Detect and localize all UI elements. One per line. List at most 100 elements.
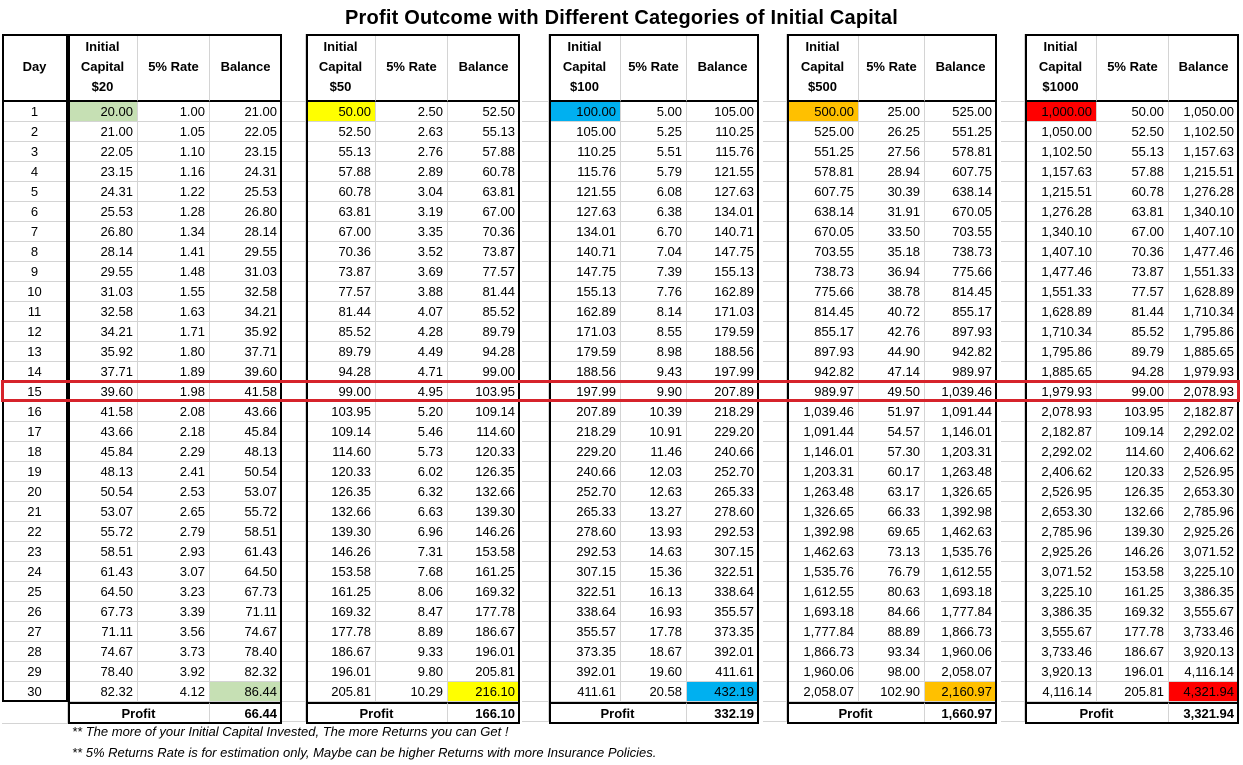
capital-cell[interactable]: 50.54: [68, 482, 138, 502]
rate-cell[interactable]: 3.88: [376, 282, 448, 302]
capital-cell[interactable]: 153.58: [306, 562, 376, 582]
empty-cell[interactable]: [1001, 302, 1025, 322]
empty-cell[interactable]: [1001, 522, 1025, 542]
capital-cell[interactable]: 39.60: [68, 382, 138, 402]
capital-cell[interactable]: 1,157.63: [1025, 162, 1097, 182]
empty-cell[interactable]: [1001, 422, 1025, 442]
day-cell[interactable]: 20: [2, 482, 68, 502]
capital-cell[interactable]: 70.36: [306, 242, 376, 262]
empty-cell[interactable]: [282, 702, 306, 722]
empty-cell[interactable]: [522, 262, 549, 282]
empty-cell[interactable]: [282, 562, 306, 582]
rate-cell[interactable]: 27.56: [859, 142, 925, 162]
capital-cell[interactable]: 132.66: [306, 502, 376, 522]
rate-cell[interactable]: 44.90: [859, 342, 925, 362]
capital-cell[interactable]: 37.71: [68, 362, 138, 382]
capital-cell[interactable]: 578.81: [787, 162, 859, 182]
rate-cell[interactable]: 57.30: [859, 442, 925, 462]
capital-cell[interactable]: 171.03: [549, 322, 621, 342]
empty-cell[interactable]: [763, 362, 787, 382]
capital-cell[interactable]: 1,102.50: [1025, 142, 1097, 162]
empty-cell[interactable]: [522, 482, 549, 502]
capital-cell[interactable]: 292.53: [549, 542, 621, 562]
balance-cell[interactable]: 67.00: [448, 202, 520, 222]
empty-cell[interactable]: [522, 422, 549, 442]
empty-cell[interactable]: [1001, 34, 1025, 102]
empty-cell[interactable]: [763, 582, 787, 602]
balance-cell[interactable]: 216.10: [448, 682, 520, 702]
balance-cell[interactable]: 78.40: [210, 642, 282, 662]
balance-cell[interactable]: 1,535.76: [925, 542, 997, 562]
capital-cell[interactable]: 1,535.76: [787, 562, 859, 582]
empty-cell[interactable]: [522, 602, 549, 622]
rate-cell[interactable]: 33.50: [859, 222, 925, 242]
day-cell[interactable]: 7: [2, 222, 68, 242]
capital-cell[interactable]: 1,340.10: [1025, 222, 1097, 242]
capital-cell[interactable]: 140.71: [549, 242, 621, 262]
capital-cell[interactable]: 58.51: [68, 542, 138, 562]
empty-cell[interactable]: [522, 202, 549, 222]
capital-cell[interactable]: 1,710.34: [1025, 322, 1097, 342]
day-cell[interactable]: 14: [2, 362, 68, 382]
day-cell[interactable]: 26: [2, 602, 68, 622]
balance-cell[interactable]: 140.71: [687, 222, 759, 242]
capital-cell[interactable]: 64.50: [68, 582, 138, 602]
balance-cell[interactable]: 897.93: [925, 322, 997, 342]
capital-cell[interactable]: 240.66: [549, 462, 621, 482]
day-cell[interactable]: 12: [2, 322, 68, 342]
rate-cell[interactable]: 5.46: [376, 422, 448, 442]
profit-label[interactable]: Profit: [306, 702, 448, 724]
balance-cell[interactable]: 307.15: [687, 542, 759, 562]
rate-cell[interactable]: 2.18: [138, 422, 210, 442]
rate-cell[interactable]: 6.02: [376, 462, 448, 482]
day-cell[interactable]: 13: [2, 342, 68, 362]
capital-cell[interactable]: 169.32: [306, 602, 376, 622]
capital-cell[interactable]: 32.58: [68, 302, 138, 322]
capital-cell[interactable]: 1,693.18: [787, 602, 859, 622]
balance-cell[interactable]: 81.44: [448, 282, 520, 302]
empty-cell[interactable]: [282, 662, 306, 682]
empty-cell[interactable]: [763, 202, 787, 222]
balance-cell[interactable]: 110.25: [687, 122, 759, 142]
rate-cell[interactable]: 57.88: [1097, 162, 1169, 182]
balance-cell[interactable]: 207.89: [687, 382, 759, 402]
empty-cell[interactable]: [282, 282, 306, 302]
balance-cell[interactable]: 115.76: [687, 142, 759, 162]
balance-cell[interactable]: 1,263.48: [925, 462, 997, 482]
empty-cell[interactable]: [1001, 202, 1025, 222]
balance-cell[interactable]: 1,612.55: [925, 562, 997, 582]
rate-cell[interactable]: 2.63: [376, 122, 448, 142]
rate-cell[interactable]: 102.90: [859, 682, 925, 702]
capital-cell[interactable]: 45.84: [68, 442, 138, 462]
empty-cell[interactable]: [522, 242, 549, 262]
balance-cell[interactable]: 1,795.86: [1169, 322, 1239, 342]
empty-cell[interactable]: [522, 282, 549, 302]
balance-cell[interactable]: 373.35: [687, 622, 759, 642]
empty-cell[interactable]: [1001, 442, 1025, 462]
capital-cell[interactable]: 28.14: [68, 242, 138, 262]
rate-cell[interactable]: 10.39: [621, 402, 687, 422]
empty-cell[interactable]: [1001, 182, 1025, 202]
capital-cell[interactable]: 1,551.33: [1025, 282, 1097, 302]
profit-label[interactable]: Profit: [68, 702, 210, 724]
capital-cell[interactable]: 205.81: [306, 682, 376, 702]
empty-cell[interactable]: [282, 402, 306, 422]
empty-cell[interactable]: [763, 522, 787, 542]
balance-cell[interactable]: 82.32: [210, 662, 282, 682]
capital-cell[interactable]: 121.55: [549, 182, 621, 202]
rate-header[interactable]: 5% Rate: [1097, 34, 1169, 102]
capital-cell[interactable]: 1,091.44: [787, 422, 859, 442]
capital-cell[interactable]: 31.03: [68, 282, 138, 302]
empty-cell[interactable]: [282, 442, 306, 462]
empty-cell[interactable]: [282, 642, 306, 662]
capital-cell[interactable]: 73.87: [306, 262, 376, 282]
capital-cell[interactable]: 61.43: [68, 562, 138, 582]
day-cell[interactable]: 10: [2, 282, 68, 302]
rate-cell[interactable]: 84.66: [859, 602, 925, 622]
empty-cell[interactable]: [763, 182, 787, 202]
rate-cell[interactable]: 73.87: [1097, 262, 1169, 282]
empty-cell[interactable]: [1001, 322, 1025, 342]
balance-cell[interactable]: 3,225.10: [1169, 562, 1239, 582]
balance-cell[interactable]: 278.60: [687, 502, 759, 522]
empty-cell[interactable]: [1001, 262, 1025, 282]
